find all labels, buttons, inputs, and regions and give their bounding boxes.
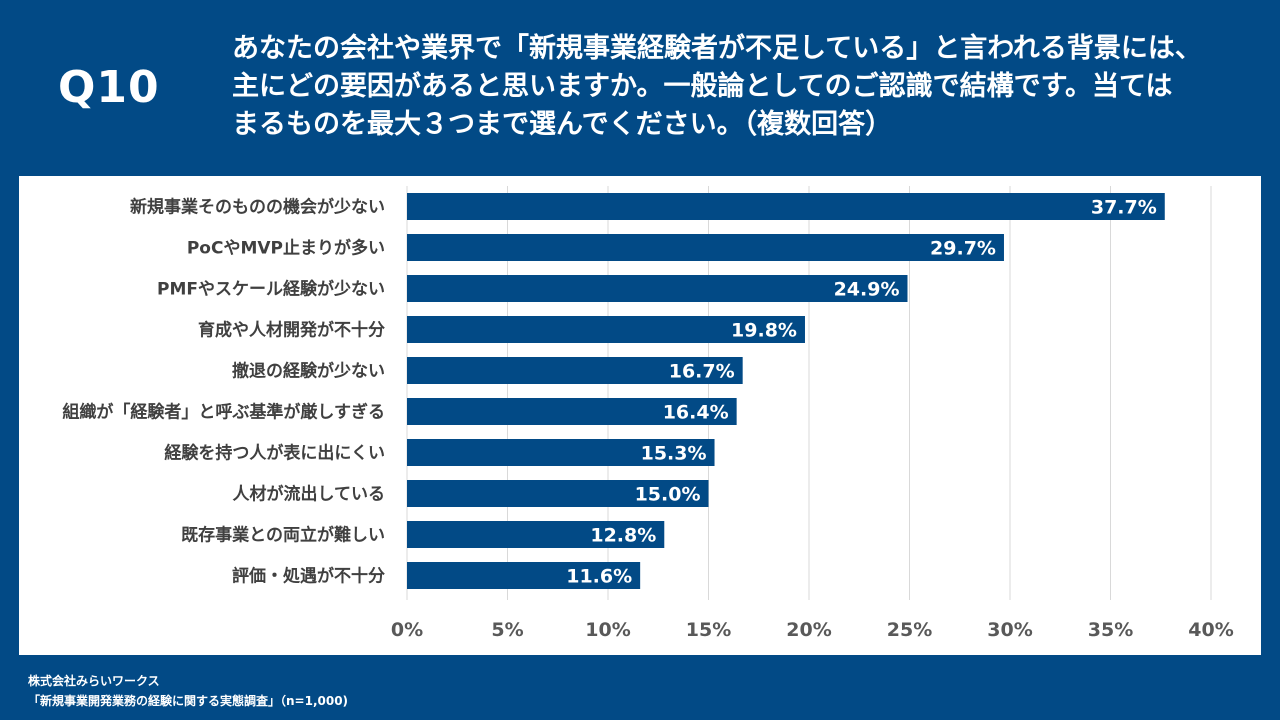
x-tick-labels: 0% 5% 10% 15% 20% 25% 30% 35% 40%	[391, 619, 1234, 641]
survey-name: 「新規事業開発業務の経験に関する実態調査」（n=1,000)	[28, 694, 349, 708]
question-line: 主にどの要因があると思いますか。一般論としてのご認識で結構です。当ては	[232, 71, 1173, 102]
data-label: 29.7%	[930, 238, 996, 260]
data-label: 19.8%	[731, 320, 797, 342]
category-label: PMFやスケール経験が少ない	[157, 279, 385, 300]
category-labels: 新規事業そのものの機会が少ない PoCやMVP止まりが多い PMFやスケール経験が少…	[62, 197, 385, 587]
bar-chart: 37.7% 29.7% 24.9% 19.8% 16.7% 16.4% 15.3% 15.0%…	[62, 186, 1234, 641]
category-label: 人材が流出している	[233, 484, 386, 505]
bar	[407, 275, 908, 302]
bar	[407, 398, 737, 425]
chart-panel: 37.7% 29.7% 24.9% 19.8% 16.7% 16.4% 15.3% 15.0%…	[19, 176, 1261, 655]
x-tick-label: 10%	[585, 619, 630, 641]
x-tick-label: 20%	[786, 619, 831, 641]
question-line: まるものを最大３つまで選んでください。（複数回答）	[232, 109, 893, 140]
data-label: 24.9%	[834, 279, 900, 301]
x-tick-label: 40%	[1188, 619, 1233, 641]
x-tick-label: 5%	[491, 619, 523, 641]
category-label: 撤退の経験が少ない	[232, 361, 385, 382]
bar	[407, 316, 805, 343]
bar	[407, 234, 1004, 261]
bar	[407, 480, 709, 507]
x-tick-label: 0%	[391, 619, 423, 641]
category-label: PoCやMVP止まりが多い	[187, 238, 385, 259]
bar	[407, 193, 1165, 220]
bars: 37.7% 29.7% 24.9% 19.8% 16.7% 16.4% 15.3% 15.0%…	[407, 193, 1165, 589]
bar	[407, 357, 743, 384]
question-line: あなたの会社や業界で「新規事業経験者が不足している」と言われる背景には、	[232, 33, 1202, 64]
data-label: 16.7%	[669, 361, 735, 383]
bar	[407, 562, 641, 589]
data-label: 15.3%	[641, 443, 707, 465]
category-label: 育成や人材開発が不十分	[198, 320, 385, 341]
category-label: 組織が「経験者」と呼ぶ基準が厳しすぎる	[62, 402, 385, 423]
category-label: 既存事業との両立が難しい	[181, 525, 385, 546]
data-label: 15.0%	[635, 484, 701, 506]
x-tick-label: 25%	[887, 619, 932, 641]
x-tick-label: 35%	[1088, 619, 1133, 641]
x-tick-label: 15%	[686, 619, 731, 641]
data-label: 16.4%	[663, 402, 729, 424]
data-label: 11.6%	[566, 566, 632, 588]
source-footer: 株式会社みらいワークス 「新規事業開発業務の経験に関する実態調査」（n=1,00…	[28, 671, 348, 711]
category-label: 評価・処遇が不十分	[232, 566, 385, 587]
category-label: 経験を持つ人が表に出にくい	[164, 443, 385, 464]
category-label: 新規事業そのものの機会が少ない	[130, 197, 385, 218]
data-label: 12.8%	[590, 525, 656, 547]
company-name: 株式会社みらいワークス	[28, 674, 160, 688]
bar	[407, 521, 665, 548]
question-number: Q10	[58, 62, 160, 113]
data-label: 37.7%	[1091, 197, 1157, 219]
question-text: あなたの会社や業界で「新規事業経験者が不足している」と言われる背景には、 主にど…	[232, 30, 1262, 144]
x-tick-label: 30%	[987, 619, 1032, 641]
bar	[407, 439, 715, 466]
